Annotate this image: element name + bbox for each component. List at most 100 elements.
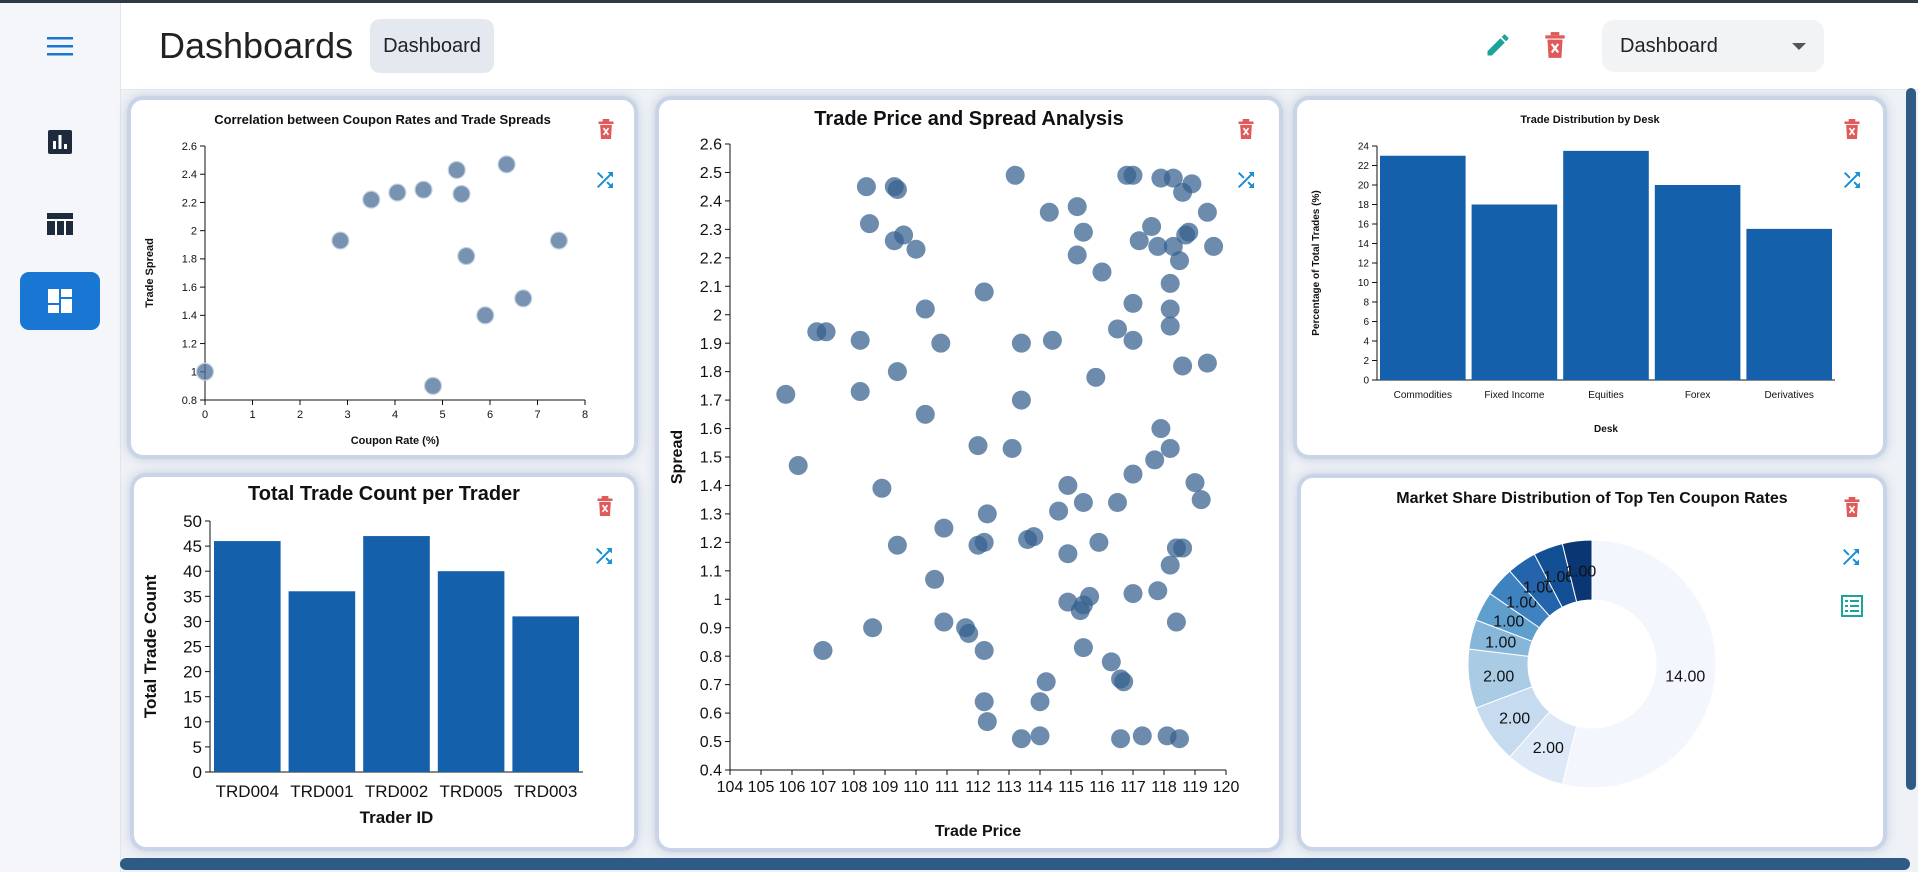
scatter-point bbox=[1142, 217, 1162, 237]
y-tick-label: 6 bbox=[1363, 317, 1369, 328]
table-view-button[interactable] bbox=[1840, 594, 1864, 623]
shuffle-button[interactable] bbox=[592, 544, 616, 573]
x-tick-label: 1 bbox=[249, 409, 255, 421]
x-tick-label: 105 bbox=[748, 779, 775, 796]
slice-label: 1.00 bbox=[1506, 595, 1537, 612]
scatter-point bbox=[1123, 165, 1143, 185]
y-axis-label: Trade Spread bbox=[144, 238, 156, 308]
x-tick-label: Forex bbox=[1685, 390, 1711, 401]
y-tick-label: 45 bbox=[183, 537, 202, 556]
scatter-point bbox=[362, 190, 381, 209]
sidebar-item-tables[interactable] bbox=[20, 195, 100, 253]
scatter-point bbox=[1160, 299, 1180, 319]
scatter-point bbox=[788, 456, 808, 476]
x-tick-label: TRD002 bbox=[365, 782, 428, 801]
bar bbox=[1563, 150, 1649, 380]
menu-icon bbox=[47, 37, 73, 56]
scatter-point bbox=[1058, 475, 1078, 495]
y-tick-label: 18 bbox=[1358, 200, 1370, 211]
scatter-point bbox=[452, 184, 471, 204]
vertical-scrollbar[interactable] bbox=[1906, 88, 1916, 790]
x-tick-label: Commodities bbox=[1394, 390, 1452, 401]
scatter-point bbox=[974, 640, 994, 660]
scatter-point bbox=[968, 436, 988, 456]
scatter-point bbox=[447, 160, 466, 180]
scatter-point bbox=[934, 612, 954, 632]
x-tick-label: 108 bbox=[841, 779, 868, 796]
edit-button[interactable] bbox=[1484, 31, 1512, 64]
dashboard-chip[interactable]: Dashboard bbox=[370, 19, 494, 73]
y-tick-label: 1.2 bbox=[182, 338, 197, 350]
scatter-point bbox=[457, 246, 476, 266]
delete-chart-button[interactable] bbox=[595, 495, 615, 522]
x-tick-label: 7 bbox=[534, 409, 540, 421]
slice-label: 2.00 bbox=[1499, 710, 1530, 727]
scatter-point bbox=[1170, 729, 1189, 749]
dashboard-select[interactable]: Dashboard bbox=[1602, 20, 1824, 72]
delete-chart-button[interactable] bbox=[1842, 118, 1862, 145]
menu-button[interactable] bbox=[20, 17, 100, 75]
chart-title: Trade Price and Spread Analysis bbox=[814, 108, 1124, 130]
pencil-icon bbox=[1487, 34, 1509, 56]
trash-icon bbox=[1238, 119, 1254, 139]
scatter-point bbox=[884, 231, 904, 251]
x-tick-label: 4 bbox=[392, 409, 398, 421]
scatter-point bbox=[1005, 165, 1025, 185]
page-title: Dashboards bbox=[159, 25, 354, 66]
shuffle-button[interactable] bbox=[593, 168, 617, 197]
scatter-point bbox=[977, 504, 997, 524]
scatter-point bbox=[1111, 729, 1131, 749]
bar bbox=[214, 541, 281, 772]
scatter-point bbox=[872, 478, 892, 498]
x-tick-label: 117 bbox=[1120, 779, 1146, 796]
scatter-point bbox=[1160, 316, 1180, 336]
shuffle-button[interactable] bbox=[1234, 168, 1258, 197]
y-tick-label: 2.4 bbox=[182, 169, 197, 181]
bar bbox=[1654, 185, 1741, 380]
shuffle-button[interactable] bbox=[1840, 168, 1864, 197]
scatter-point bbox=[1197, 202, 1217, 222]
y-tick-label: 1 bbox=[713, 592, 722, 609]
scatter-point bbox=[1166, 612, 1186, 632]
scatter-point bbox=[974, 692, 994, 712]
y-tick-label: 2.4 bbox=[700, 194, 722, 211]
x-tick-label: 106 bbox=[779, 779, 806, 796]
scatter-point bbox=[816, 322, 836, 342]
chart-svg: 0.8 1 1.2 1.4 1.6 1.8 2 2.2 2.4 2.6 0 1 2 3 4 5 6 7 8 Coupo… bbox=[144, 141, 588, 447]
sidebar-item-dashboards[interactable] bbox=[20, 272, 100, 330]
bar bbox=[512, 616, 579, 772]
scatter-point bbox=[1042, 330, 1062, 350]
scatter-point bbox=[1170, 251, 1189, 271]
shuffle-button[interactable] bbox=[1839, 545, 1863, 574]
scatter-point bbox=[850, 330, 870, 350]
x-tick-label: TRD004 bbox=[216, 782, 279, 801]
delete-chart-button[interactable] bbox=[1842, 496, 1862, 523]
scatter-point bbox=[1160, 555, 1180, 575]
card-desk-distribution: Trade Distribution by Desk 0 2 4 6 8 10 12 14 16… bbox=[1297, 100, 1883, 455]
chart-title: Total Trade Count per Trader bbox=[248, 483, 520, 505]
table-icon bbox=[47, 213, 73, 235]
trash-icon bbox=[597, 496, 613, 516]
y-tick-label: 2 bbox=[1363, 356, 1369, 367]
y-tick-label: 14 bbox=[1358, 239, 1370, 250]
chevron-down-icon bbox=[1792, 43, 1806, 50]
x-tick-label: 104 bbox=[717, 779, 744, 796]
scatter-point bbox=[887, 180, 907, 200]
y-tick-label: 1.2 bbox=[700, 535, 722, 552]
delete-chart-button[interactable] bbox=[1236, 118, 1256, 145]
y-tick-label: 20 bbox=[1358, 181, 1370, 192]
horizontal-scrollbar[interactable] bbox=[120, 858, 1910, 870]
scatter-point bbox=[1163, 236, 1183, 256]
scatter-point bbox=[1086, 367, 1106, 387]
y-tick-label: 1.4 bbox=[700, 478, 722, 495]
scatter-point bbox=[1160, 273, 1180, 293]
x-axis-label: Coupon Rate (%) bbox=[351, 435, 440, 447]
scatter-point bbox=[549, 231, 568, 250]
sidebar-item-charts[interactable] bbox=[20, 113, 100, 171]
delete-dashboard-button[interactable] bbox=[1542, 31, 1568, 64]
delete-chart-button[interactable] bbox=[596, 118, 616, 145]
y-tick-label: 4 bbox=[1363, 337, 1369, 348]
y-tick-label: 35 bbox=[183, 587, 202, 606]
y-tick-label: 10 bbox=[1358, 278, 1370, 289]
